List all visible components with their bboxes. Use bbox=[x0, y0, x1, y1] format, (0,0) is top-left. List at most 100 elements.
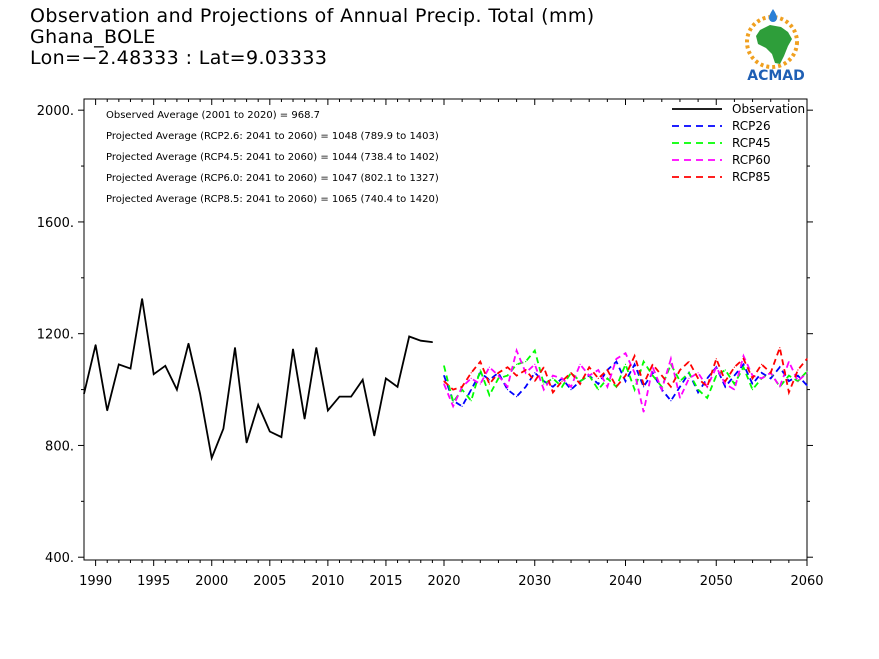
data-point-rcp60 bbox=[452, 405, 454, 407]
data-point-rcp85 bbox=[570, 372, 572, 374]
data-point-rcp85 bbox=[779, 347, 781, 349]
data-point-rcp26 bbox=[615, 361, 618, 363]
data-point-rcp60 bbox=[761, 377, 763, 379]
data-point-rcp45 bbox=[597, 389, 599, 391]
chart-annotations: Observed Average (2001 to 2020) = 968.7 P… bbox=[106, 110, 439, 205]
annotation-text: Projected Average (RCP2.6: 2041 to 2060)… bbox=[106, 131, 439, 142]
data-point-rcp45 bbox=[679, 380, 681, 382]
data-point-rcp85 bbox=[561, 380, 563, 382]
data-point-observation bbox=[187, 342, 190, 345]
data-point-rcp85 bbox=[488, 383, 490, 385]
data-point-rcp26 bbox=[552, 386, 554, 388]
data-point-rcp85 bbox=[588, 366, 590, 368]
plot-frame bbox=[83, 98, 808, 561]
data-point-observation bbox=[304, 418, 306, 420]
data-point-observation bbox=[385, 377, 387, 379]
data-point-rcp85 bbox=[615, 386, 618, 388]
data-point-rcp85 bbox=[579, 383, 581, 385]
data-point-rcp60 bbox=[797, 380, 799, 382]
data-point-rcp85 bbox=[506, 366, 509, 368]
x-tick-label: 2005 bbox=[253, 574, 286, 589]
data-point-rcp60 bbox=[552, 375, 554, 377]
data-point-rcp85 bbox=[751, 377, 754, 379]
data-point-rcp45 bbox=[688, 372, 690, 374]
data-point-rcp60 bbox=[525, 372, 527, 374]
data-point-rcp26 bbox=[624, 380, 627, 382]
data-point-rcp26 bbox=[443, 375, 445, 377]
data-point-rcp45 bbox=[443, 365, 445, 367]
data-point-rcp60 bbox=[751, 375, 754, 377]
data-point-rcp85 bbox=[679, 369, 681, 371]
x-tick-label: 2000 bbox=[195, 574, 228, 589]
data-point-rcp26 bbox=[770, 377, 772, 379]
legend-label-rcp45: RCP45 bbox=[732, 136, 771, 150]
data-point-rcp26 bbox=[670, 400, 672, 402]
chart-title: Observation and Projections of Annual Pr… bbox=[30, 5, 595, 27]
data-point-rcp45 bbox=[706, 397, 708, 399]
data-point-observation bbox=[362, 379, 364, 381]
data-point-observation bbox=[280, 436, 282, 438]
data-point-rcp45 bbox=[452, 401, 454, 403]
x-tick-label: 1990 bbox=[79, 574, 112, 589]
data-point-rcp26 bbox=[461, 405, 463, 407]
data-point-rcp60 bbox=[543, 389, 545, 391]
data-point-rcp60 bbox=[688, 377, 690, 379]
data-point-rcp85 bbox=[443, 380, 445, 382]
data-point-rcp45 bbox=[733, 383, 736, 385]
data-point-rcp60 bbox=[697, 372, 699, 374]
data-point-rcp26 bbox=[724, 386, 726, 388]
data-point-rcp85 bbox=[733, 366, 736, 368]
data-point-rcp85 bbox=[497, 372, 499, 374]
data-point-rcp60 bbox=[788, 361, 790, 363]
data-point-rcp60 bbox=[715, 366, 717, 368]
data-point-observation bbox=[176, 389, 178, 391]
data-point-rcp26 bbox=[697, 391, 699, 393]
data-point-rcp60 bbox=[643, 411, 645, 413]
data-point-rcp60 bbox=[470, 377, 472, 379]
data-point-rcp26 bbox=[597, 383, 599, 385]
data-point-rcp85 bbox=[715, 358, 717, 360]
y-tick-label: 1200. bbox=[37, 328, 74, 343]
data-point-rcp45 bbox=[643, 361, 645, 363]
data-point-observation bbox=[118, 363, 120, 365]
chart-axes: 1990 1995 2000 2005 2010 2015 2020 2030 2040 2050… bbox=[37, 99, 824, 589]
data-point-rcp85 bbox=[697, 377, 699, 379]
data-point-rcp85 bbox=[543, 366, 545, 368]
data-point-rcp85 bbox=[661, 375, 663, 377]
y-tick-label: 800. bbox=[45, 439, 74, 454]
x-tick-label: 1995 bbox=[137, 574, 170, 589]
data-point-rcp26 bbox=[634, 363, 636, 365]
y-tick-label: 1600. bbox=[37, 216, 74, 231]
data-point-rcp45 bbox=[506, 375, 509, 377]
data-point-rcp60 bbox=[670, 358, 672, 360]
annotation-text: Projected Average (RCP8.5: 2041 to 2060)… bbox=[106, 194, 439, 205]
data-point-rcp45 bbox=[742, 366, 745, 368]
data-point-rcp60 bbox=[679, 397, 681, 399]
data-point-observation bbox=[222, 428, 224, 430]
data-point-rcp26 bbox=[751, 383, 754, 385]
data-point-rcp60 bbox=[779, 386, 781, 388]
data-point-observation bbox=[292, 348, 294, 350]
data-point-rcp45 bbox=[552, 377, 554, 379]
legend-label-rcp26: RCP26 bbox=[732, 119, 771, 133]
data-point-rcp45 bbox=[652, 375, 654, 377]
series-line-rcp45 bbox=[443, 348, 808, 405]
data-point-rcp60 bbox=[806, 372, 808, 374]
data-point-rcp26 bbox=[797, 375, 799, 377]
data-point-rcp26 bbox=[779, 366, 781, 368]
data-point-rcp45 bbox=[488, 394, 490, 396]
data-point-observation bbox=[315, 347, 317, 349]
data-point-rcp85 bbox=[516, 375, 518, 377]
station-coordinates: Lon=−2.48333 : Lat=9.03333 bbox=[30, 47, 328, 69]
data-point-rcp26 bbox=[733, 375, 736, 377]
data-point-rcp26 bbox=[742, 363, 745, 365]
data-point-rcp26 bbox=[706, 377, 708, 379]
data-point-rcp45 bbox=[543, 383, 545, 385]
data-point-rcp85 bbox=[552, 391, 554, 393]
data-point-rcp45 bbox=[634, 389, 636, 391]
data-point-rcp85 bbox=[770, 372, 772, 374]
data-point-rcp60 bbox=[606, 386, 609, 388]
x-tick-label: 2050 bbox=[700, 574, 733, 589]
data-point-rcp85 bbox=[606, 369, 609, 371]
